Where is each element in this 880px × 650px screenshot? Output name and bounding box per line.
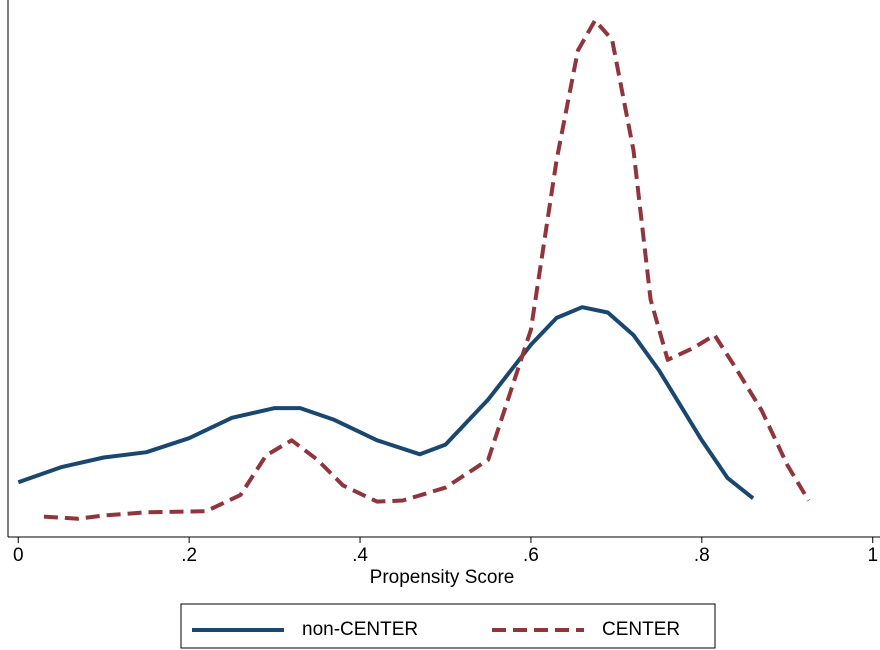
legend-label: non-CENTER — [302, 619, 418, 640]
x-tick-label: .2 — [181, 545, 197, 566]
legend-box — [180, 603, 716, 649]
x-tick-label: .8 — [694, 545, 710, 566]
x-tick-label: 1 — [867, 545, 878, 566]
x-tick-label: .4 — [352, 545, 368, 566]
density-line — [17, 305, 755, 500]
density-line — [43, 18, 811, 521]
x-axis-label: Propensity Score — [370, 567, 515, 588]
legend-label: CENTER — [602, 619, 680, 640]
x-tick-label: .6 — [523, 545, 539, 566]
x-tick-label: 0 — [13, 545, 24, 566]
